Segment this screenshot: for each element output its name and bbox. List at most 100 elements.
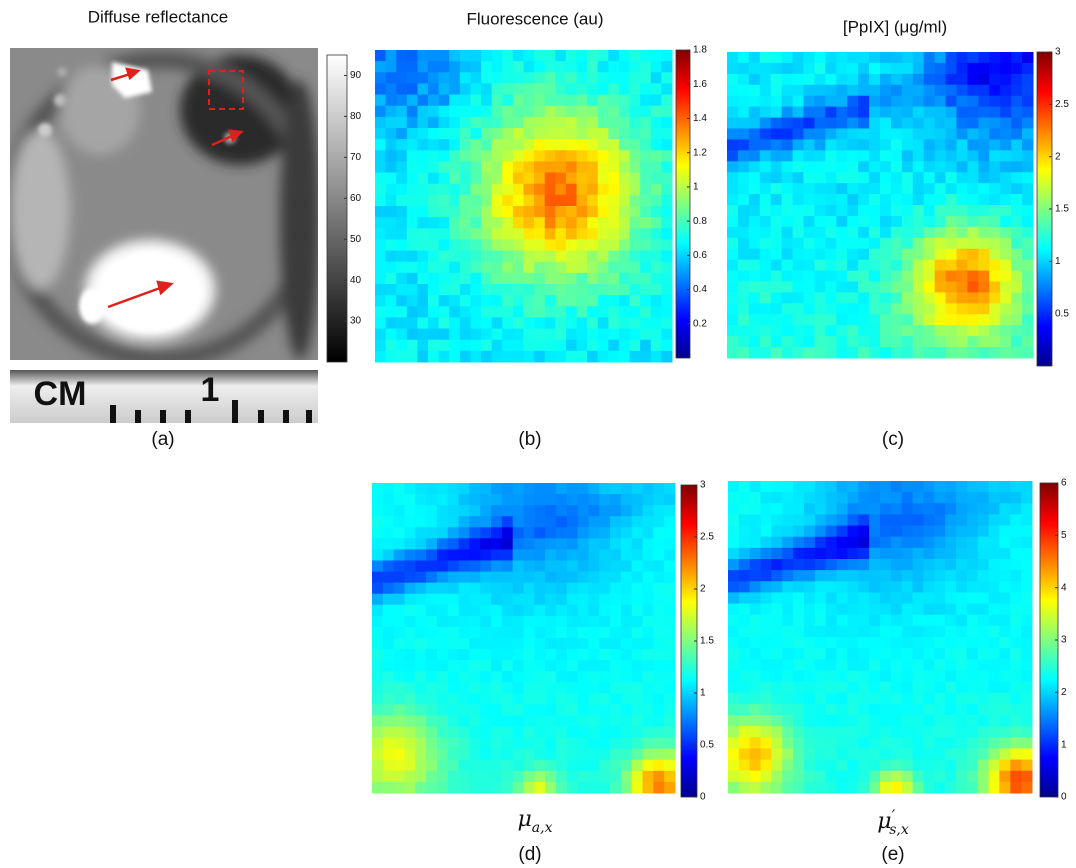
heatmap-cell (383, 627, 394, 639)
heatmap-cell (491, 538, 502, 550)
heatmap-cell (957, 150, 968, 161)
heatmap-cell (524, 693, 535, 705)
heatmap-cell (588, 572, 599, 584)
heatmap-cell (869, 670, 880, 682)
heatmap-cell (771, 96, 782, 107)
colorbar-tick-label: 1 (700, 688, 706, 699)
heatmap-cell (902, 314, 913, 325)
heatmap-cell (739, 503, 750, 515)
heatmap-cell (727, 227, 738, 238)
heatmap-cell (935, 249, 946, 260)
heatmap-cell (664, 494, 675, 506)
heatmap-cell (610, 572, 621, 584)
heatmap-cell (793, 748, 804, 760)
heatmap-cell (793, 172, 804, 183)
heatmap-cell (924, 260, 935, 271)
heatmap-cell (437, 760, 448, 772)
heatmap-cell (469, 671, 480, 683)
heatmap-cell (989, 637, 1000, 649)
heatmap-cell (814, 85, 825, 96)
heatmap-cell (545, 273, 556, 285)
heatmap-cell (588, 749, 599, 761)
heatmap-cell (793, 737, 804, 749)
heatmap-cell (946, 129, 957, 140)
heatmap-cell (738, 183, 749, 194)
heatmap-cell (902, 682, 913, 694)
heatmap-cell (999, 771, 1010, 783)
heatmap-cell (1011, 96, 1022, 107)
heatmap-cell (661, 206, 672, 218)
heatmap-cell (902, 592, 913, 604)
heatmap-cell (491, 605, 502, 617)
heatmap-cell (771, 503, 782, 515)
heatmap-cell (492, 106, 503, 118)
heatmap-cell (394, 538, 405, 550)
heatmap-cell (825, 238, 836, 249)
heatmap-cell (545, 682, 556, 694)
heatmap-cell (426, 483, 437, 495)
heatmap-cell (619, 117, 630, 129)
heatmap-cell (750, 537, 761, 549)
heatmap-cell (945, 548, 956, 560)
heatmap-cell (749, 314, 760, 325)
heatmap-cell (598, 217, 609, 229)
heatmap-cell (891, 492, 902, 504)
heatmap-cell (621, 538, 632, 550)
heatmap-cell (749, 74, 760, 85)
heatmap-cell (407, 273, 418, 285)
heatmap-cell (727, 150, 738, 161)
heatmap-cell (750, 570, 761, 582)
heatmap-cell (923, 637, 934, 649)
colorbar-tick-label: 30 (350, 316, 362, 327)
heatmap-cell (404, 660, 415, 672)
heatmap-cell (375, 139, 386, 151)
heatmap-cell (782, 782, 793, 794)
heatmap-cell (556, 749, 567, 761)
heatmap-cell (1010, 581, 1021, 593)
heatmap-cell (978, 205, 989, 216)
heatmap-cell (902, 737, 913, 749)
heatmap-cell (524, 228, 535, 240)
heatmap-cell (945, 604, 956, 616)
heatmap-cell (880, 704, 891, 716)
heatmap-cell (621, 549, 632, 561)
heatmap-cell (793, 314, 804, 325)
heatmap-cell (935, 271, 946, 282)
heatmap-cell (924, 129, 935, 140)
heatmap-cell (661, 251, 672, 263)
heatmap-cell (836, 183, 847, 194)
heatmap-cell (545, 306, 556, 318)
heatmap-cell (632, 649, 643, 661)
heatmap-cell (619, 106, 630, 118)
heatmap-cell (459, 738, 470, 750)
heatmap-cell (534, 195, 545, 207)
heatmap-cell (934, 659, 945, 671)
heatmap-cell (651, 50, 662, 62)
heatmap-cell (407, 161, 418, 173)
heatmap-cell (534, 605, 545, 617)
heatmap-cell (728, 648, 739, 660)
heatmap-cell (588, 483, 599, 495)
heatmap-cell (869, 227, 880, 238)
heatmap-cell (902, 670, 913, 682)
heatmap-cell (599, 716, 610, 728)
heatmap-cell (967, 107, 978, 118)
heatmap-cell (880, 249, 891, 260)
heatmap-cell (815, 581, 826, 593)
heatmap-cell (891, 139, 902, 150)
heatmap-cell (847, 715, 858, 727)
heatmap-cell (1021, 570, 1032, 582)
heatmap-cell (999, 537, 1010, 549)
heatmap-cell (869, 172, 880, 183)
heatmap-cell (858, 682, 869, 694)
heatmap-cell (967, 216, 978, 227)
heatmap-cell (880, 292, 891, 303)
heatmap-cell (967, 704, 978, 716)
heatmap-cell (978, 150, 989, 161)
heatmap-cell (426, 671, 437, 683)
heatmap-cell (858, 559, 869, 571)
heatmap-cell (836, 249, 847, 260)
heatmap-cell (608, 150, 619, 162)
heatmap-cell (513, 317, 524, 329)
heatmap-cell (470, 139, 481, 151)
